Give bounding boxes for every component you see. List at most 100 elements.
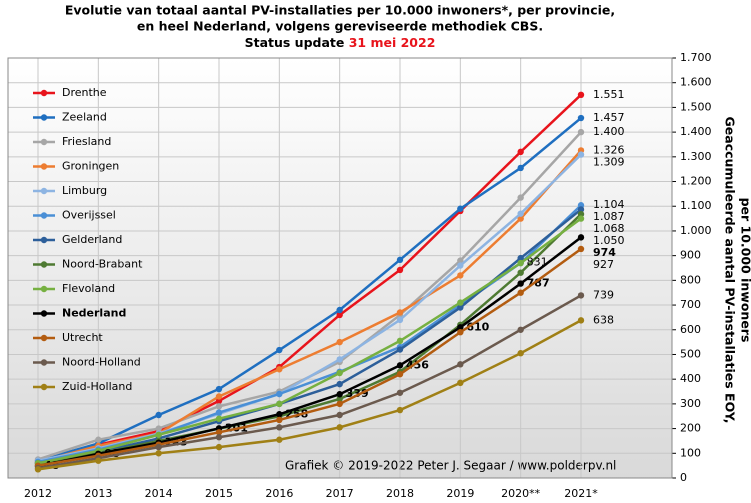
point: [577, 206, 585, 213]
legend-label: Utrecht: [62, 331, 103, 344]
point: [396, 346, 404, 353]
legend-marker: [40, 383, 48, 391]
data-label: 1.104: [593, 198, 625, 211]
y-tick-label: 200: [680, 422, 701, 435]
point: [215, 443, 223, 451]
series-line: [37, 236, 582, 468]
legend-marker: [40, 89, 48, 97]
point: [276, 346, 283, 354]
chart-title: Evolutie van totaal aantal PV-installati…: [65, 3, 615, 18]
point: [276, 424, 283, 431]
data-label: 1.087: [593, 210, 625, 223]
legend-marker: [40, 163, 48, 170]
y-tick-label: 1.400: [680, 125, 712, 138]
legend-marker: [40, 187, 48, 195]
point: [155, 450, 162, 457]
point: [215, 415, 223, 422]
legend-label: Noord-Holland: [62, 356, 141, 369]
point: [276, 400, 283, 408]
point: [577, 215, 585, 222]
y-tick-label: 1.300: [680, 150, 712, 163]
point: [457, 272, 464, 279]
x-tick-label: 2019: [446, 487, 474, 500]
point: [336, 380, 343, 388]
point: [517, 148, 524, 156]
point: [577, 292, 585, 299]
point: [517, 289, 524, 296]
point: [95, 457, 102, 464]
point: [517, 210, 524, 217]
legend-label: Zuid-Holland: [62, 380, 132, 393]
y-tick-label: 1.600: [680, 76, 712, 89]
legend-marker: [40, 138, 48, 146]
data-label: 739: [593, 288, 614, 301]
data-label: 974: [593, 246, 616, 259]
legend-marker: [40, 334, 48, 342]
legend-label: Drenthe: [62, 86, 107, 99]
y-tick-label: 900: [680, 249, 701, 262]
series-line: [37, 247, 582, 467]
point: [457, 304, 464, 311]
point: [517, 280, 524, 287]
point: [336, 411, 343, 419]
legend-label: Noord-Brabant: [62, 258, 143, 271]
legend-marker: [40, 212, 48, 219]
point: [336, 311, 343, 319]
point: [276, 390, 283, 398]
status-date: 31 mei 2022: [349, 35, 436, 50]
status-text: Status update: [245, 35, 345, 50]
point: [517, 350, 524, 357]
y-tick-label: 1.200: [680, 175, 712, 188]
point: [155, 425, 162, 432]
point: [396, 309, 404, 316]
point: [577, 317, 585, 324]
point: [457, 205, 464, 212]
legend-label: Zeeland: [62, 111, 107, 124]
point: [95, 436, 102, 443]
data-label: 1.068: [593, 222, 625, 235]
y-tick-label: 100: [680, 446, 701, 459]
point: [577, 210, 585, 218]
data-label: 638: [593, 313, 614, 326]
point: [457, 379, 464, 387]
legend-label: Gelderland: [62, 233, 122, 246]
chart-title: en heel Nederland, volgens gereviseerde …: [137, 19, 543, 34]
legend-label: Nederland: [62, 307, 126, 320]
point: [396, 371, 404, 378]
point: [396, 389, 404, 396]
series-line: [37, 217, 582, 465]
y-tick-label: 700: [680, 298, 701, 311]
point: [276, 436, 283, 443]
point: [517, 164, 524, 172]
y-tick-label: 1.000: [680, 224, 712, 237]
point: [336, 338, 343, 346]
plot-frame: [7, 57, 673, 479]
point: [396, 256, 404, 264]
y-tick-label: 1.100: [680, 199, 712, 212]
point: [577, 151, 585, 158]
data-label: 1.326: [593, 143, 625, 156]
legend-label: Groningen: [62, 160, 119, 173]
point: [336, 424, 343, 431]
x-tick-label: 2018: [386, 487, 414, 500]
x-tick-label: 2013: [84, 487, 112, 500]
y-tick-label: 300: [680, 397, 701, 410]
point: [215, 393, 223, 400]
legend-label: Overijssel: [62, 209, 116, 222]
y-tick-label: 400: [680, 372, 701, 385]
point: [577, 114, 585, 122]
series-line: [37, 294, 582, 470]
point: [457, 299, 464, 306]
y-tick-label: 1.700: [680, 51, 712, 64]
data-label: 1.457: [593, 111, 625, 124]
point: [276, 416, 283, 424]
point: [577, 234, 585, 241]
point: [577, 128, 585, 136]
point: [396, 316, 404, 324]
legend-label: Friesland: [62, 135, 111, 148]
point: [336, 400, 343, 408]
point: [457, 257, 464, 264]
point: [215, 397, 223, 405]
